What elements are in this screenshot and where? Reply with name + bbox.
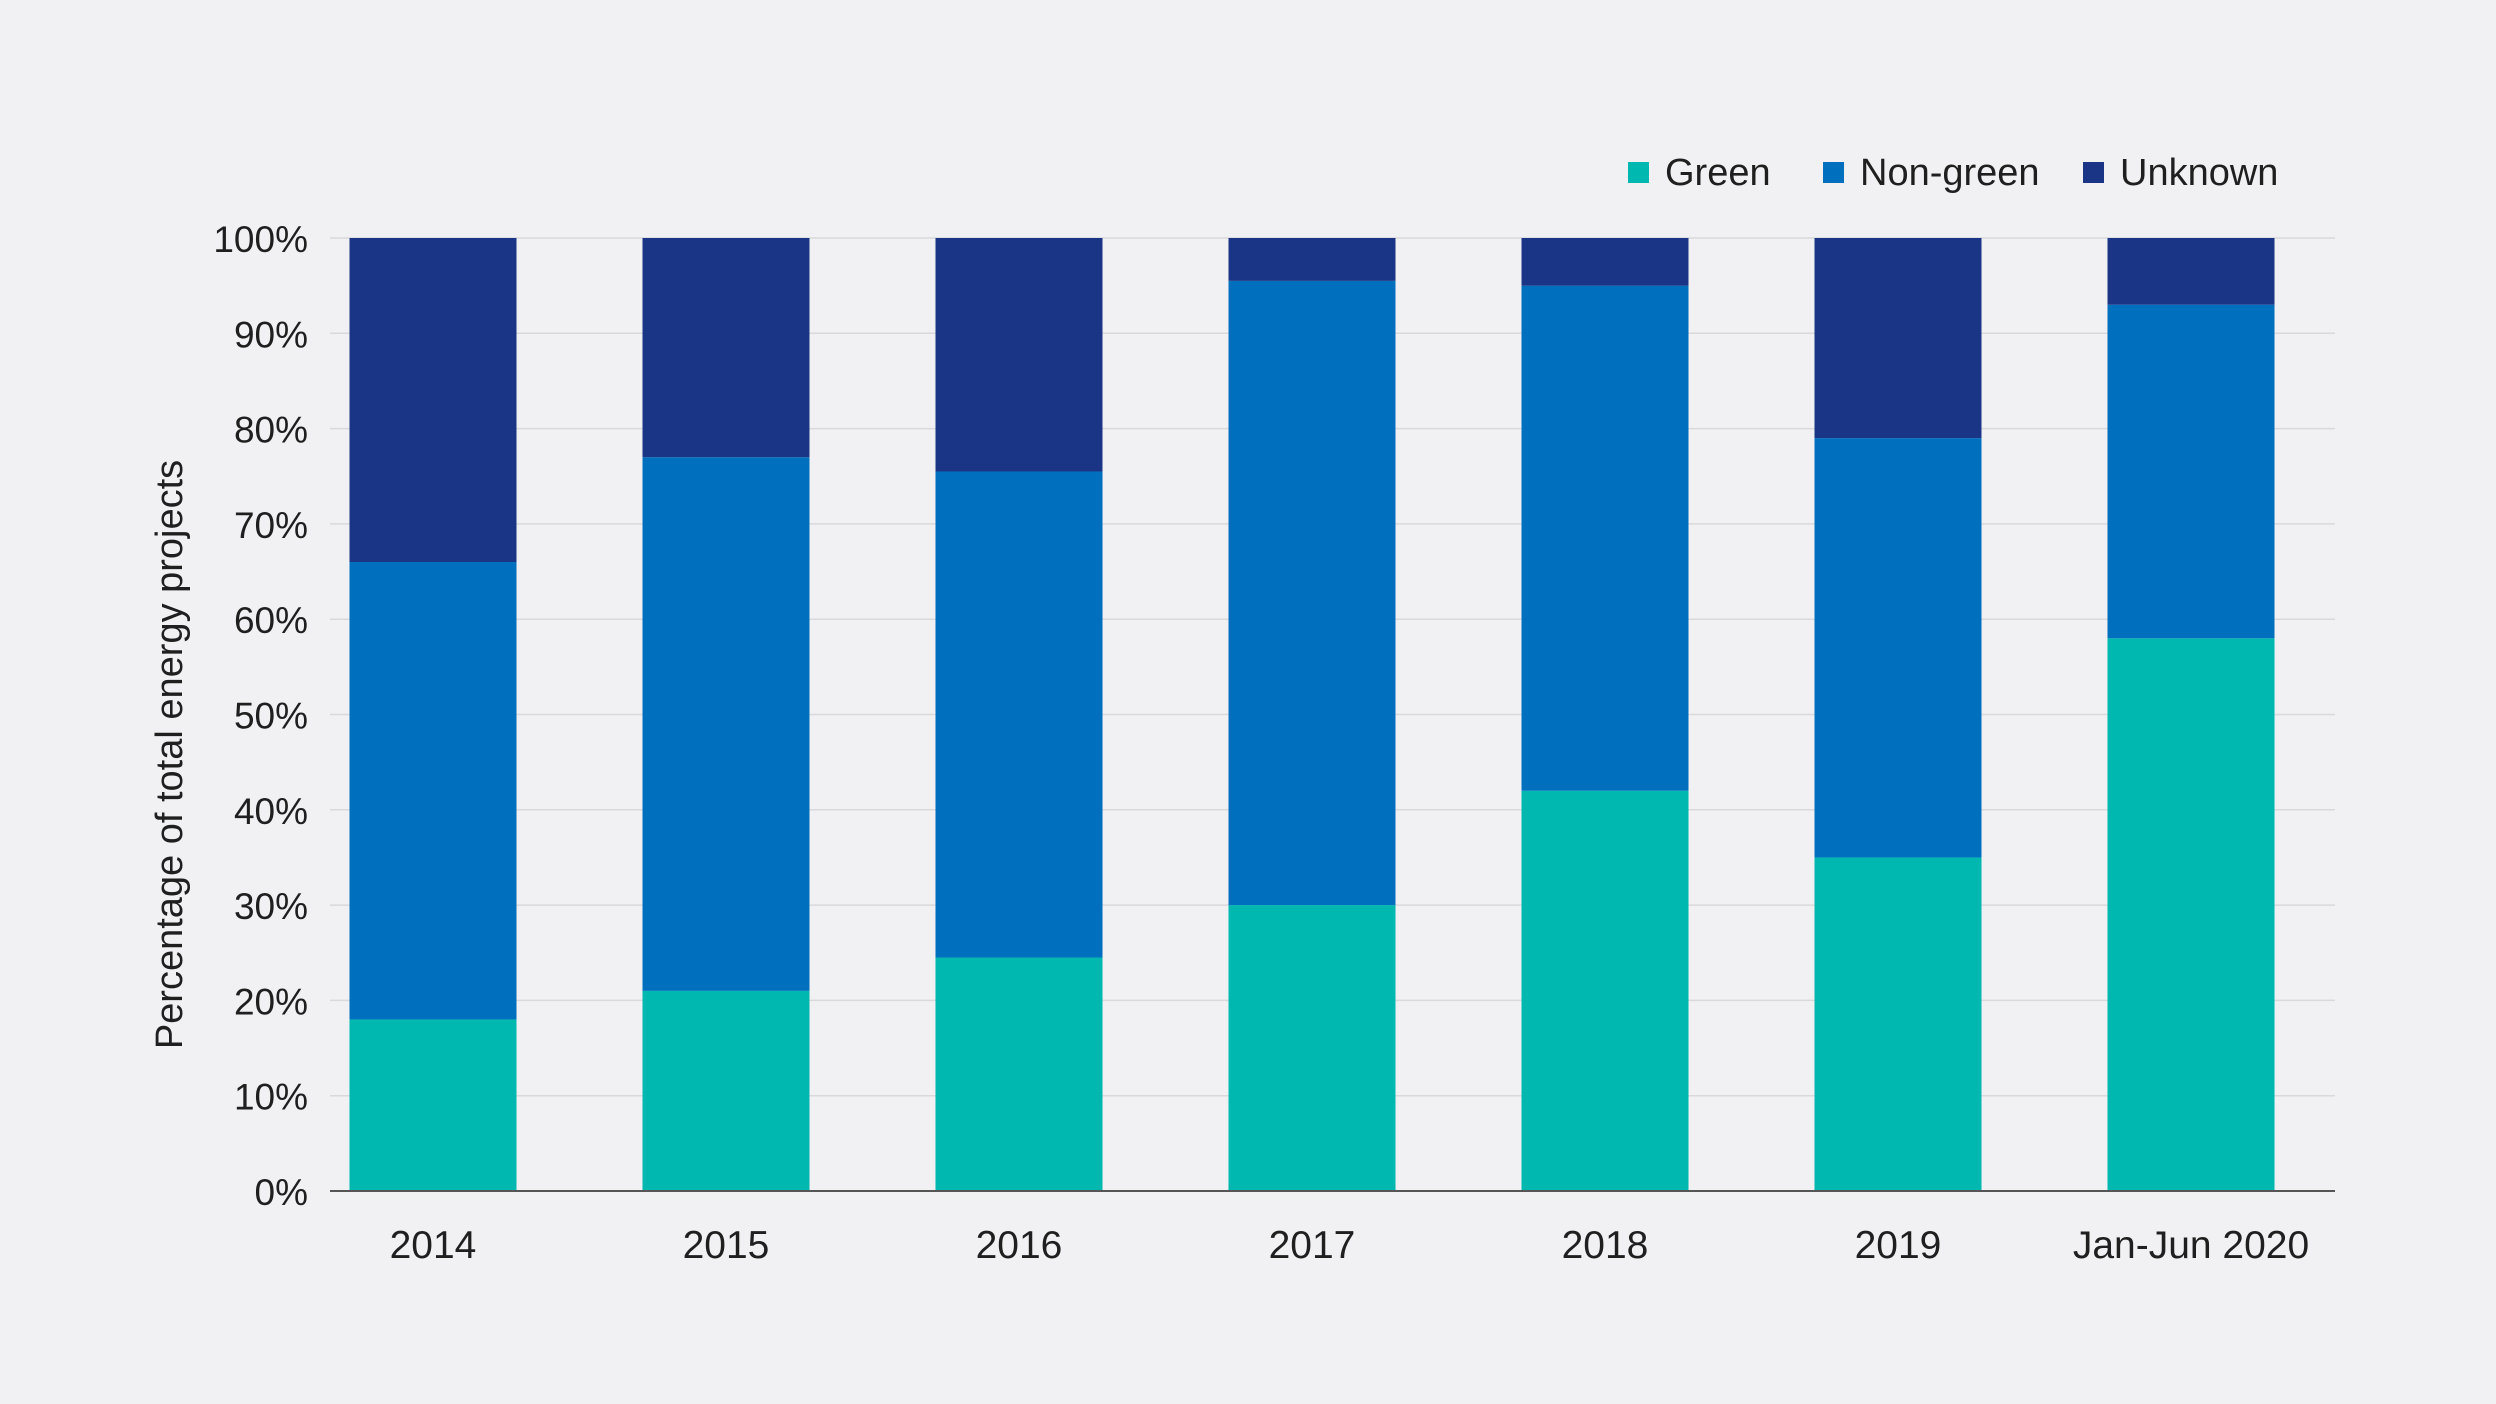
y-tick-label: 30% (234, 886, 308, 927)
bar-segment-non-green (349, 562, 517, 1020)
x-tick-label: Jan-Jun 2020 (2073, 1224, 2309, 1267)
legend-item: Unknown (2083, 152, 2278, 194)
bar-stack (1814, 238, 1982, 1191)
x-tick-label: 2017 (1269, 1224, 1356, 1267)
bar-stack (2107, 238, 2275, 1191)
legend-swatch (2083, 162, 2104, 183)
bar-segment-green (2107, 638, 2275, 1191)
y-tick-label: 100% (213, 219, 308, 260)
y-tick-label: 50% (234, 696, 308, 737)
bars (349, 238, 2275, 1191)
legend-swatch (1823, 162, 1844, 183)
y-tick-label: 20% (234, 981, 308, 1022)
x-axis-tick-labels: 2014 2015 2016 2017 2018 2019 Jan-Jun 2020 (390, 1224, 2310, 1267)
y-tick-label: 10% (234, 1077, 308, 1118)
legend-swatch (1628, 162, 1649, 183)
bar-segment-non-green (2107, 304, 2275, 639)
bar-segment-non-green (935, 471, 1103, 958)
bar-segment-unknown (2107, 238, 2275, 305)
bar-stack (935, 238, 1103, 1191)
bar-segment-non-green (1228, 280, 1396, 906)
bar-segment-green (642, 990, 810, 1191)
y-axis-tick-labels: 0% 10% 20% 30% 40% 50% 60% 70% 80% 90% 100% (213, 219, 308, 1213)
y-axis-title: Percentage of total energy projects (149, 460, 191, 1049)
x-tick-label: 2018 (1562, 1224, 1649, 1267)
x-tick-label: 2014 (390, 1224, 477, 1267)
bar-stack (1228, 238, 1396, 1191)
bar-segment-unknown (935, 238, 1103, 472)
y-tick-label: 0% (255, 1172, 308, 1213)
y-tick-label: 40% (234, 791, 308, 832)
x-tick-label: 2016 (976, 1224, 1063, 1267)
bar-segment-green (349, 1019, 517, 1191)
bar-segment-non-green (1814, 438, 1982, 858)
x-tick-label: 2019 (1855, 1224, 1942, 1267)
bar-segment-unknown (1521, 238, 1689, 286)
x-tick-label: 2015 (683, 1224, 770, 1267)
bar-segment-green (935, 957, 1103, 1191)
bar-segment-green (1814, 857, 1982, 1191)
legend-label: Green (1665, 152, 1771, 194)
y-tick-label: 80% (234, 410, 308, 451)
legend: Green Non-green Unknown (1628, 152, 2278, 194)
bar-segment-unknown (642, 238, 810, 458)
legend-item: Non-green (1823, 152, 2040, 194)
bar-segment-non-green (642, 457, 810, 991)
bar-segment-green (1521, 790, 1689, 1191)
bar-stack (349, 238, 517, 1191)
bar-segment-unknown (1228, 238, 1396, 281)
legend-item: Green (1628, 152, 1771, 194)
bar-stack (1521, 238, 1689, 1191)
bar-segment-green (1228, 905, 1396, 1191)
bar-stack (642, 238, 810, 1191)
legend-label: Non-green (1860, 152, 2040, 194)
bar-segment-unknown (349, 238, 517, 563)
bar-segment-unknown (1814, 238, 1982, 439)
bar-segment-non-green (1521, 285, 1689, 791)
legend-label: Unknown (2120, 152, 2278, 194)
y-tick-label: 70% (234, 505, 308, 546)
y-tick-label: 90% (234, 314, 308, 355)
y-tick-label: 60% (234, 600, 308, 641)
